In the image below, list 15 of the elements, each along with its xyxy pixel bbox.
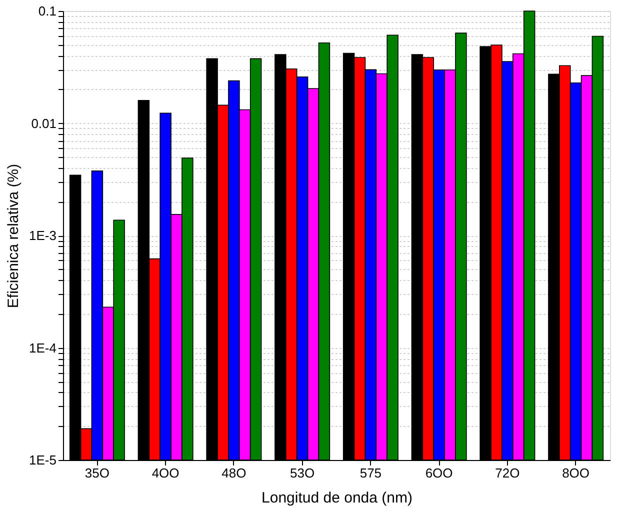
y-tick-label: 1E-4: [29, 340, 56, 356]
y-tick-label: 1E-3: [29, 228, 56, 243]
y-tick-label: 0.1: [38, 4, 56, 18]
x-tick-label: 72O: [495, 466, 520, 480]
y-tick-label: 0.01: [31, 116, 56, 131]
y-axis-title: Eficienica relativa (%): [5, 164, 22, 308]
y-tick-label: 1E-5: [29, 452, 56, 468]
x-tick-label: 8OO: [562, 466, 590, 480]
x-axis-title: Longitud de onda (nm): [262, 490, 412, 506]
x-tick-label: 48O: [222, 466, 246, 480]
x-tick-label: 4OO: [152, 466, 180, 480]
x-tick-label: 53O: [290, 466, 315, 480]
x-tick-label: 6OO: [425, 466, 453, 480]
x-tick-label: 35O: [84, 466, 110, 480]
x-tick-label: 575: [360, 466, 382, 480]
